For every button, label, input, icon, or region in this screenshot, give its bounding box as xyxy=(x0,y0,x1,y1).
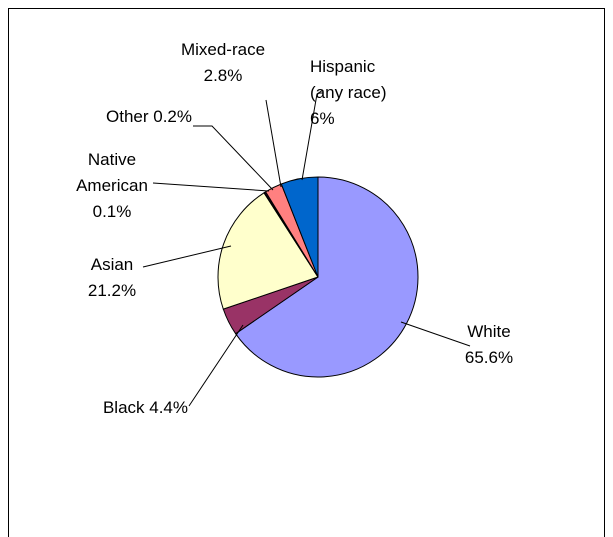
data-label-other: Other 0.2% xyxy=(106,107,192,126)
chart-frame xyxy=(8,8,605,537)
data-label-black: Black 4.4% xyxy=(103,398,188,417)
leader-line-white xyxy=(400,321,471,347)
data-label-line: 0.1% xyxy=(93,202,132,221)
leader-line-asian xyxy=(142,245,232,268)
data-label-white: White 65.6% xyxy=(465,322,513,367)
data-label-hispanic-any-race: Hispanic (any race) 6% xyxy=(310,57,387,128)
data-label-line: Hispanic xyxy=(310,57,376,76)
data-label-line: Mixed-race xyxy=(181,40,265,59)
data-label-native-american: Native American 0.1% xyxy=(76,150,148,221)
pie-slice-hispanic-any-race xyxy=(280,176,319,278)
data-label-line: Asian xyxy=(91,255,134,274)
data-label-asian: Asian 21.2% xyxy=(88,255,136,300)
leader-line-hispanic-any-race xyxy=(301,89,324,181)
leader-line-black xyxy=(188,324,244,407)
pie-slices xyxy=(217,176,419,378)
leader-line-mixed-race xyxy=(265,99,282,188)
data-label-line: 65.6% xyxy=(465,348,513,367)
data-label-line: American xyxy=(76,176,148,195)
data-label-line: Native xyxy=(88,150,136,169)
data-label-line: White xyxy=(467,322,510,341)
leader-line-native-american xyxy=(152,182,270,192)
data-label-line: (any race) xyxy=(310,83,387,102)
data-label-mixed-race: Mixed-race 2.8% xyxy=(181,40,265,85)
leader-line-other xyxy=(193,125,274,191)
leader-lines xyxy=(142,89,471,407)
data-label-line: 2.8% xyxy=(204,66,243,85)
data-label-line: Other 0.2% xyxy=(106,107,192,126)
data-label-line: 6% xyxy=(310,109,335,128)
data-labels: White 65.6% Black 4.4% Asian 21.2% Native Amer… xyxy=(76,40,513,417)
data-label-line: Black 4.4% xyxy=(103,398,188,417)
pie-slice-asian xyxy=(217,192,319,310)
data-label-line: 21.2% xyxy=(88,281,136,300)
